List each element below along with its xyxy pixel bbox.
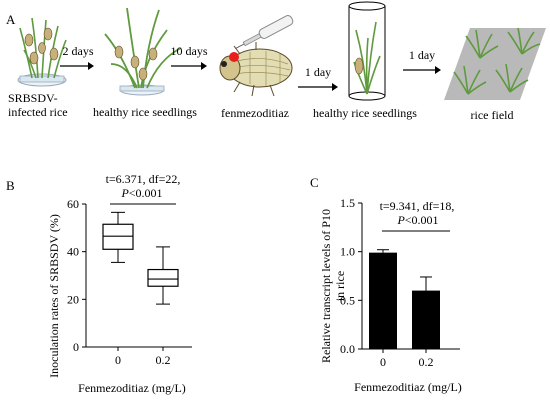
xlabel-b: Fenmezoditiaz (mg/L) — [78, 381, 186, 395]
y-tick-label-c: 0.0 — [340, 342, 355, 356]
stat-text-c-line2: P<0.001 — [396, 213, 438, 227]
x-tick-label-c: 0.2 — [419, 355, 434, 369]
planthopper-syringe-illustration — [219, 15, 294, 97]
chart-c: C Relative transcript levels of P10 in r… — [310, 175, 462, 394]
y-tick-label-c: 1.0 — [340, 245, 355, 259]
stat-text-b-line2: P<0.001 — [120, 186, 162, 200]
stage-label-infected-rice: SRBSDV- infected rice — [8, 91, 68, 119]
y-tick-label-c: 0.5 — [340, 293, 355, 307]
y-tick-label-b: 40 — [67, 245, 79, 259]
panel-b-letter: B — [6, 178, 15, 193]
xlabel-c: Fenmezoditiaz (mg/L) — [354, 380, 462, 394]
ylabel-b: Inoculation rates of SRBSDV (%) — [47, 214, 61, 378]
arrow-label-1: 2 days — [62, 44, 94, 58]
healthy-seedlings-illustration — [104, 7, 182, 96]
arrow-2 — [171, 62, 207, 70]
rice-field-illustration — [444, 27, 546, 100]
arrow-1 — [60, 62, 94, 70]
x-tick-label-b: 0 — [115, 353, 121, 367]
arrow-4 — [403, 66, 441, 74]
x-tick-label-c: 0 — [380, 355, 386, 369]
arrow-label-2: 10 days — [170, 44, 208, 58]
y-tick-label-c: 1.5 — [340, 196, 355, 210]
infected-rice-illustration — [17, 17, 67, 87]
stat-text-c-line1: t=9.341, df=18, — [380, 199, 455, 213]
panel-c-letter: C — [310, 175, 319, 190]
stat-text-b-line1: t=6.371, df=22, — [106, 172, 181, 186]
y-tick-label-b: 0 — [73, 340, 79, 354]
bar — [412, 290, 440, 349]
y-tick-label-b: 60 — [67, 197, 79, 211]
panel-a-letter: A — [6, 12, 16, 27]
arrow-label-4: 1 day — [408, 48, 436, 62]
y-tick-label-b: 20 — [67, 292, 79, 306]
bar — [369, 252, 397, 349]
arrow-3 — [298, 83, 338, 91]
ylabel-c-line1: Relative transcript levels of P10 — [319, 209, 333, 363]
x-tick-label-b: 0.2 — [156, 353, 171, 367]
chart-b: B Inoculation rates of SRBSDV (%) Fenmez… — [6, 172, 192, 395]
stage-label-healthy-seedlings-2: healthy rice seedlings — [313, 106, 417, 120]
stage-label-fenmezoditiaz: fenmezoditiaz — [221, 106, 289, 120]
stage-label-rice-field: rice field — [470, 108, 514, 122]
arrow-label-3: 1 day — [304, 65, 332, 79]
stage-label-healthy-seedlings-1: healthy rice seedlings — [93, 105, 197, 119]
ylabel-c-line2: in rice — [333, 271, 347, 301]
tube-seedling-illustration — [348, 1, 386, 101]
box — [147, 268, 179, 287]
